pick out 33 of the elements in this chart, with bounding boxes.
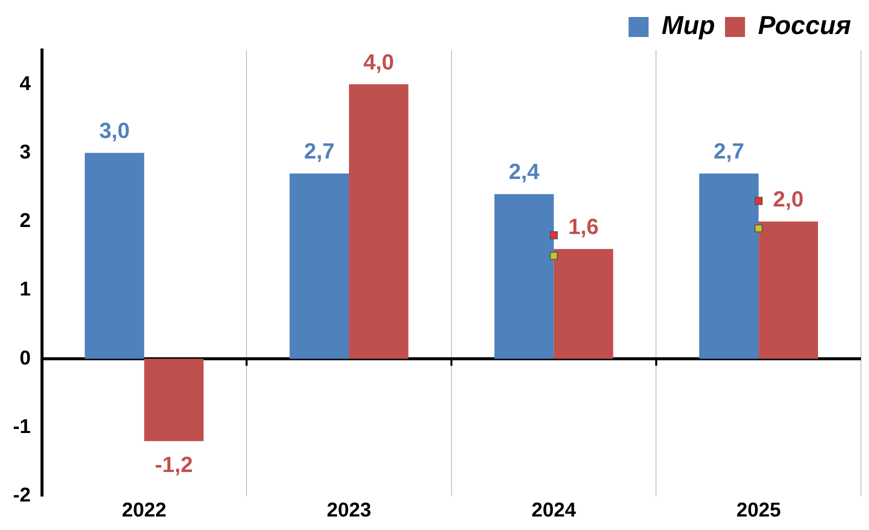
y-tick-label: 0	[20, 347, 31, 370]
point	[754, 224, 763, 232]
bar	[290, 174, 349, 359]
y-tick-label: 3	[20, 141, 31, 164]
bar	[699, 174, 759, 359]
data-label: 2,4	[508, 159, 540, 184]
data-label: 2,7	[304, 138, 335, 164]
data-label: 2,0	[773, 186, 804, 212]
point	[550, 252, 558, 260]
y-tick-label: -2	[12, 484, 31, 507]
x-tick-label: 2022	[122, 500, 166, 522]
legend-label: Мир	[662, 10, 716, 40]
data-label: 1,6	[568, 214, 599, 240]
data-label: 2,7	[714, 138, 744, 164]
x-tick-label: 2025	[736, 500, 781, 522]
bar	[758, 222, 818, 359]
y-tick-label: -1	[12, 416, 31, 438]
legend-label: Россия	[758, 10, 852, 40]
data-label: 3,0	[99, 118, 130, 143]
y-tick-label: 2	[20, 210, 31, 232]
bar	[144, 358, 204, 442]
data-label: -1,2	[154, 452, 193, 478]
point	[754, 196, 763, 205]
y-tick-label: 1	[20, 278, 31, 301]
x-tick-label: 2023	[326, 500, 372, 522]
bar	[348, 84, 408, 359]
y-tick-label: 4	[20, 72, 32, 95]
bar	[554, 248, 614, 359]
data-label: 4,0	[363, 49, 394, 74]
bar	[84, 152, 144, 359]
bar	[494, 194, 554, 359]
x-tick-label: 2024	[532, 500, 577, 522]
point	[550, 231, 558, 240]
